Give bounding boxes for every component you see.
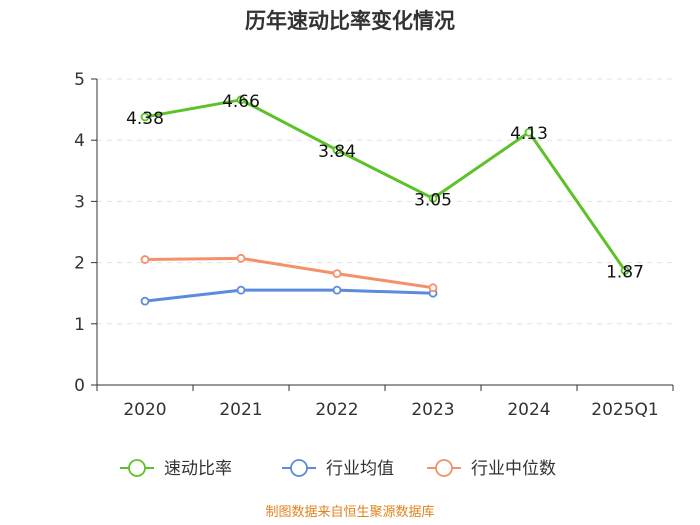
legend-label: 行业中位数	[471, 459, 556, 479]
x-tick-label: 2022	[315, 400, 358, 420]
legend-label: 速动比率	[164, 459, 232, 479]
source-note: 制图数据来自恒生聚源数据库	[265, 504, 434, 520]
series-line-0	[144, 98, 627, 272]
data-label: 3.05	[414, 190, 452, 210]
legend-item: 速动比率	[120, 459, 232, 479]
data-point	[140, 296, 150, 306]
data-point	[428, 283, 438, 293]
data-label: 3.84	[318, 142, 356, 162]
x-tick-label: 2020	[123, 400, 166, 420]
legend-label: 行业均值	[326, 459, 394, 479]
series-line-1	[144, 288, 434, 303]
data-point	[332, 285, 342, 295]
x-tick-label: 2023	[411, 400, 454, 420]
data-point	[332, 145, 342, 155]
legend-item: 行业均值	[282, 459, 394, 479]
legend-marker	[128, 459, 146, 477]
data-point	[140, 255, 150, 264]
series-line-2	[144, 256, 434, 290]
series-group	[140, 95, 630, 306]
data-label: 1.87	[606, 263, 644, 283]
data-point	[524, 127, 534, 137]
grid-lines	[97, 78, 673, 325]
legend-marker	[435, 459, 453, 477]
data-label: 4.13	[510, 124, 548, 144]
x-tick-label: 2024	[507, 400, 550, 420]
data-point	[236, 95, 246, 105]
data-labels: 4.38 4.66 3.84 3.05 4.13 1.87	[126, 92, 644, 283]
y-tick-label: 4	[74, 131, 85, 151]
axes: 0 1 2 3 4 5 2020 2021 2022 2023 2024 2025Q1	[74, 70, 674, 420]
data-point	[332, 269, 342, 279]
x-tick-label: 2025Q1	[591, 400, 658, 420]
y-tick-label: 1	[74, 315, 85, 335]
data-label: 4.38	[126, 109, 164, 129]
data-label: 4.66	[222, 92, 260, 112]
x-tick-label: 2021	[219, 400, 262, 420]
y-tick-label: 3	[74, 192, 85, 212]
y-tick-label: 5	[74, 70, 85, 90]
data-point	[236, 253, 246, 263]
y-tick-label: 0	[74, 376, 85, 396]
data-point	[236, 285, 246, 295]
legend-marker	[290, 459, 308, 477]
chart-title: 历年速动比率变化情况	[245, 9, 455, 33]
legend-item: 行业中位数	[427, 459, 556, 479]
legend: 速动比率 行业均值 行业中位数	[120, 459, 556, 479]
data-point	[620, 266, 630, 275]
y-tick-label: 2	[74, 254, 85, 274]
data-point	[140, 112, 150, 122]
data-point	[428, 193, 438, 203]
